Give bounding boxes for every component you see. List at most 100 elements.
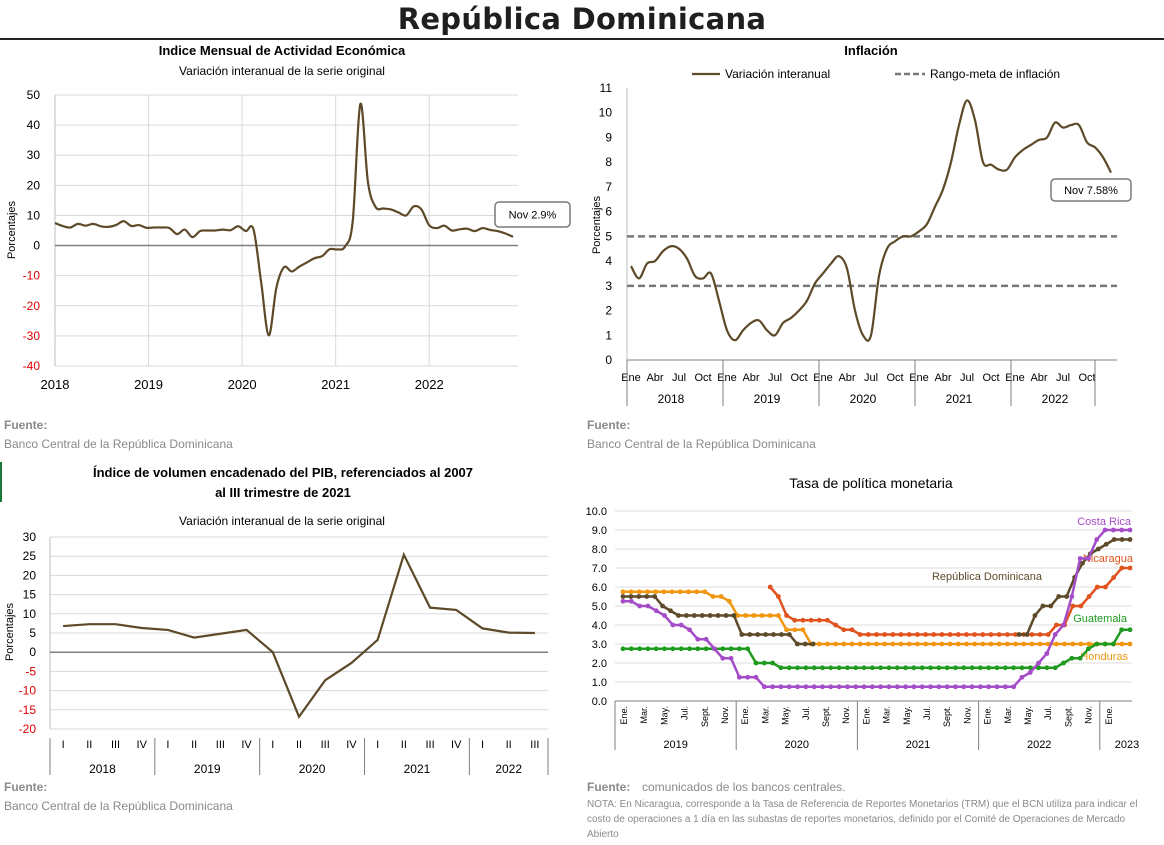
tpm-series-point: [1119, 565, 1125, 571]
infl-month-tick: Ene: [813, 372, 833, 384]
tpm-series-point: [1048, 603, 1054, 609]
tpm-series-point: [906, 641, 912, 647]
infl-ytick: 2: [605, 304, 612, 318]
tpm-series-point: [784, 613, 789, 618]
tpm-series-point: [898, 641, 904, 647]
tpm-series-point: [828, 684, 834, 690]
tpm-series-point: [1127, 627, 1133, 633]
infl-month-tick: Abr: [838, 372, 855, 384]
tpm-series-point: [1061, 660, 1066, 666]
tpm-series-point: [833, 622, 839, 628]
tpm-title: Tasa de política monetaria: [789, 475, 953, 491]
tpm-series-point: [1095, 546, 1101, 552]
tpm-series-point: [825, 641, 830, 647]
tpm-series-point: [645, 646, 651, 652]
tpm-series-point: [1078, 603, 1084, 609]
tpm-series-point: [944, 665, 950, 671]
tpm-series-point: [961, 684, 967, 690]
tpm-series-point: [1094, 584, 1100, 590]
tpm-series-point: [1119, 627, 1125, 633]
tpm-series-point: [1037, 632, 1043, 637]
imae-ylabel: Porcentajes: [6, 200, 18, 259]
tpm-series-point: [736, 646, 742, 652]
tpm-series-point: [1094, 537, 1100, 542]
infl-year-label: 2021: [946, 392, 973, 406]
tpm-series-point: [919, 684, 925, 690]
pib-ytick: 25: [23, 549, 37, 563]
tpm-series-point: [1086, 646, 1091, 652]
infl-month-tick: Oct: [790, 372, 807, 384]
tpm-series-point: [652, 594, 658, 599]
tpm-series-point: [670, 622, 676, 628]
tpm-series-point: [1054, 641, 1059, 647]
tpm-series-point: [784, 627, 789, 633]
tpm-series-point: [1056, 594, 1062, 599]
tpm-month-label: Ene.: [740, 706, 750, 725]
infl-ytick: 9: [605, 130, 612, 144]
pib-quarter-tick: II: [86, 739, 92, 751]
infl-ytick: 4: [605, 254, 612, 268]
tpm-series-point: [653, 646, 659, 652]
tpm-series-point: [786, 684, 792, 690]
tpm-series-point: [636, 589, 642, 595]
tpm-series-point: [1032, 613, 1038, 618]
source-label-imae: Fuente:: [4, 418, 48, 432]
tpm-series-point: [803, 684, 809, 690]
pib-quarter-tick: III: [321, 739, 330, 751]
tpm-series-point: [865, 632, 871, 637]
tpm-series-point: [794, 641, 800, 647]
tpm-month-label: Ene.: [619, 706, 629, 725]
tpm-series-point: [720, 646, 726, 652]
pib-quarter-tick: II: [506, 739, 512, 751]
pib-quarter-tick: IV: [451, 739, 462, 751]
tpm-series-point: [1016, 632, 1022, 637]
tpm-series-point: [898, 632, 904, 637]
infl-month-tick: Abr: [934, 372, 951, 384]
tpm-series-point: [662, 646, 667, 652]
pib-quarter-tick: III: [530, 739, 539, 751]
pib-quarter-tick: I: [271, 739, 274, 751]
tpm-series-point: [683, 613, 689, 618]
source-note-tpm: NOTA: En Nicaragua, corresponde a la Tas…: [587, 799, 1138, 840]
infl-year-label: 2022: [1042, 392, 1069, 406]
tpm-series-point: [695, 636, 701, 642]
tpm-series-point: [628, 594, 634, 599]
tpm-series-point: [1077, 655, 1083, 661]
tpm-series-point: [820, 665, 825, 671]
tpm-series-point: [653, 608, 659, 614]
tpm-ytick: 0.0: [592, 696, 607, 708]
tpm-month-label: Mar.: [760, 706, 770, 724]
tpm-series-point: [1078, 641, 1084, 647]
infl-year-label: 2019: [754, 392, 781, 406]
tpm-series-point: [911, 684, 917, 690]
imae-ytick: -40: [23, 359, 41, 373]
pib-ytick: -20: [19, 722, 37, 736]
tpm-series-point: [800, 617, 806, 623]
tpm-series-point: [923, 632, 928, 637]
tpm-series-point: [972, 632, 978, 637]
tpm-series-point: [628, 589, 634, 595]
tpm-month-label: Mar.: [639, 706, 649, 724]
tpm-series-point: [1036, 660, 1041, 666]
pib-year-label: 2020: [299, 762, 326, 776]
infl-ytick: 10: [599, 106, 613, 120]
tpm-series-point: [1064, 594, 1070, 599]
tpm-series-point: [755, 632, 761, 637]
pib-title-line1: Índice de volumen encadenado del PIB, re…: [93, 465, 473, 480]
tpm-series-point: [763, 632, 768, 637]
tpm-series-point: [977, 665, 983, 671]
tpm-year-label: 2019: [663, 739, 687, 751]
tpm-series-point: [1127, 565, 1133, 571]
imae-ytick: -30: [23, 329, 41, 343]
tpm-series-point: [677, 589, 683, 595]
pib-ytick: -15: [19, 703, 37, 717]
infl-month-tick: Jul: [864, 372, 878, 384]
tpm-series-point: [869, 665, 875, 671]
tpm-series-point: [1061, 622, 1066, 628]
pib-quarter-tick: II: [401, 739, 407, 751]
tpm-ytick: 3.0: [592, 639, 607, 651]
tpm-series-point: [845, 665, 850, 671]
infl-month-tick: Abr: [742, 372, 759, 384]
tpm-series-point: [712, 646, 717, 652]
